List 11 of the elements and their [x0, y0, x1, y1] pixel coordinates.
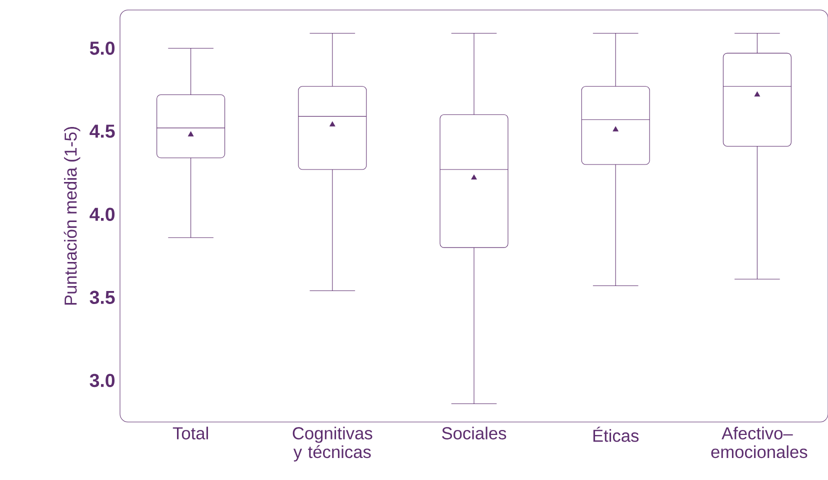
x-tick-label: Éticas: [593, 426, 639, 442]
y-tick-label: 4.0: [90, 208, 115, 221]
x-tick-label: Afectivo–emocionales: [711, 426, 808, 458]
x-tick-label: Cognitivas y técnicas: [292, 426, 372, 462]
y-axis-title: Puntuación media (1-5): [64, 127, 80, 305]
y-tick-label: 3.0: [90, 374, 115, 388]
y-tick-label: 3.5: [90, 290, 115, 304]
x-tick-label: Sociales: [442, 426, 506, 440]
y-tick-label: 5.0: [90, 42, 115, 55]
x-tick-label: Total: [172, 426, 208, 440]
y-tick-label: 4.5: [90, 124, 115, 138]
